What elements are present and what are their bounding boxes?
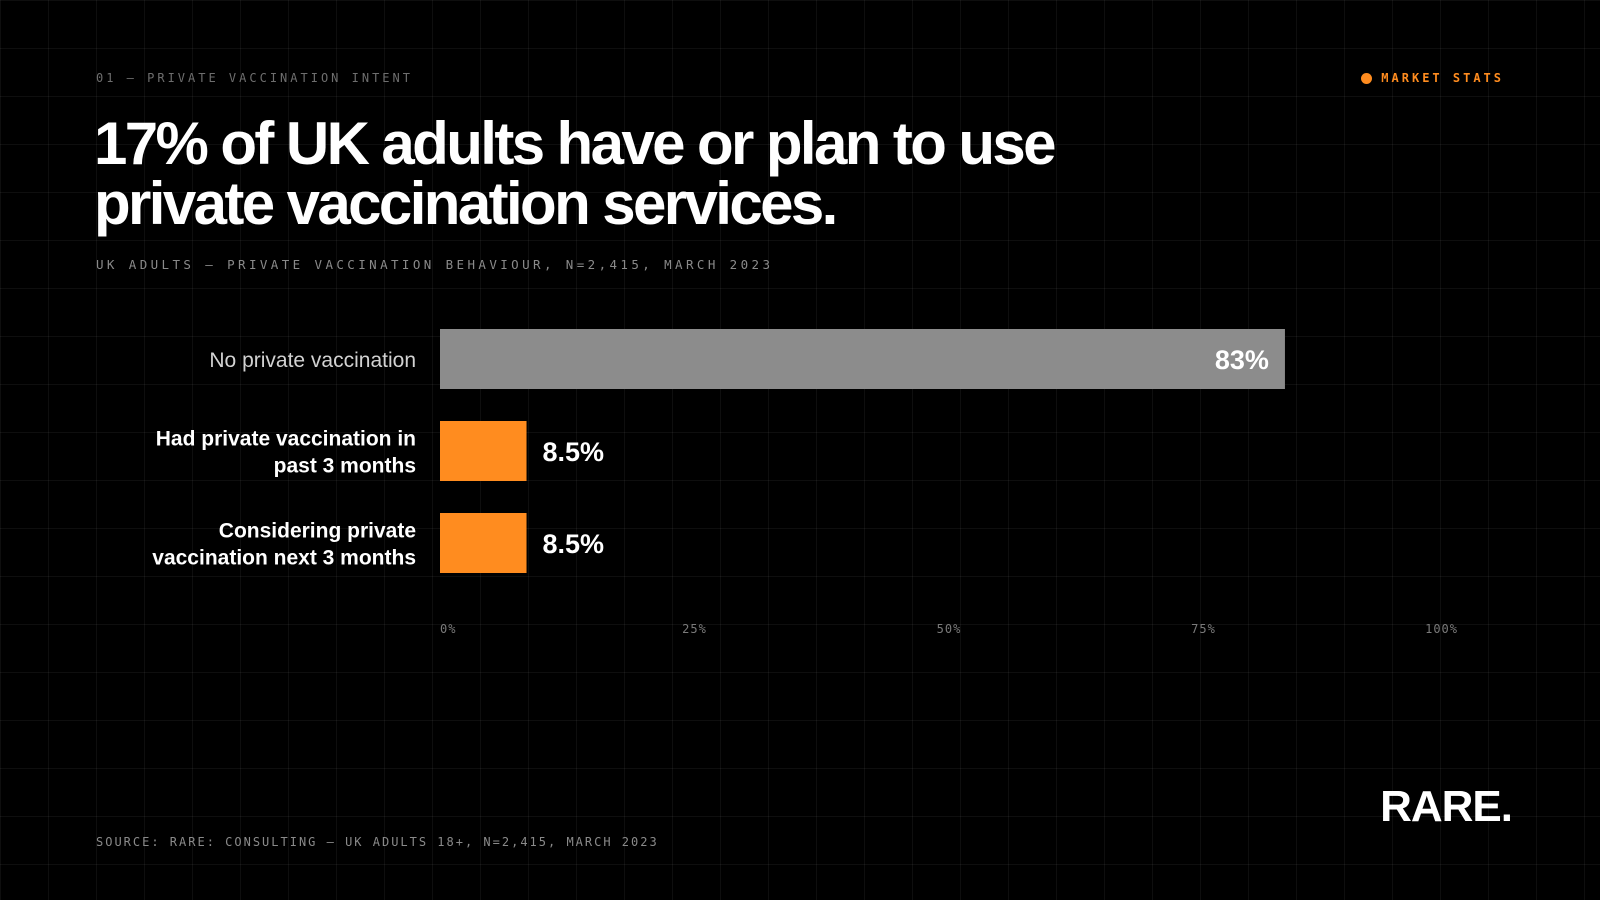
category-label-line: vaccination next 3 months <box>152 547 416 570</box>
source-note: SOURCE: RARE: CONSULTING — UK ADULTS 18+… <box>96 835 659 849</box>
category-label: Considering private vaccination next 3 mo… <box>152 520 416 570</box>
market-stats-label: MARKET STATS <box>1381 71 1504 85</box>
value-label: 8.5% <box>543 437 605 467</box>
x-tick-label: 25% <box>682 622 707 636</box>
bar <box>440 421 527 481</box>
rare-logo: RARE. <box>1380 782 1513 831</box>
x-tick-label: 0% <box>440 622 456 636</box>
x-tick-label: 75% <box>1191 622 1216 636</box>
eyebrow-label: 01 — PRIVATE VACCINATION INTENT <box>96 71 413 85</box>
bar <box>440 329 1285 389</box>
page-title: 17% of UK adults have or plan to use pri… <box>94 110 1057 237</box>
dot-icon <box>1361 72 1373 84</box>
category-label-line: Considering private <box>219 520 416 543</box>
category-label: No private vaccination <box>209 349 416 372</box>
category-label: Had private vaccination in past 3 months <box>156 428 416 478</box>
market-stats-tag: MARKET STATS <box>1361 71 1504 85</box>
x-tick-label: 50% <box>937 622 962 636</box>
chart-subtitle: UK ADULTS — PRIVATE VACCINATION BEHAVIOU… <box>96 257 774 272</box>
category-label-line: No private vaccination <box>209 349 416 372</box>
value-label: 8.5% <box>543 529 605 559</box>
bar <box>440 513 527 573</box>
category-label-line: past 3 months <box>274 455 416 478</box>
x-tick-label: 100% <box>1425 622 1458 636</box>
value-label: 83% <box>1215 345 1269 375</box>
category-label-line: Had private vaccination in <box>156 428 416 451</box>
